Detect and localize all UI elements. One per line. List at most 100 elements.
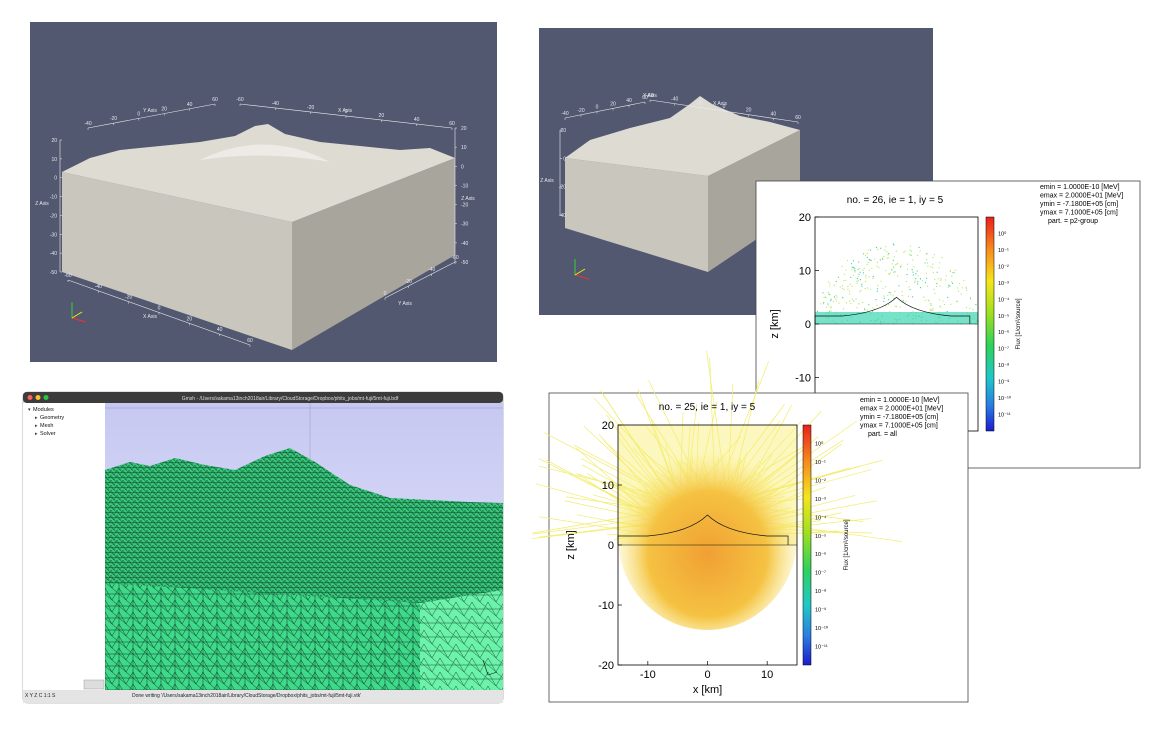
- axis-tick-label: 20: [51, 138, 57, 144]
- particle: [938, 262, 941, 264]
- particle: [848, 293, 851, 295]
- particle: [879, 259, 881, 261]
- particle: [951, 275, 953, 277]
- axis-tick-label: -20: [559, 185, 566, 191]
- axis-tick-label: -40: [50, 251, 57, 257]
- particle: [949, 269, 951, 271]
- particle: [829, 294, 831, 296]
- axis-tick-label: 60: [642, 95, 648, 101]
- axis-tick-label: 20: [187, 316, 193, 322]
- particle: [970, 298, 972, 300]
- particle: [830, 306, 832, 308]
- particle: [857, 268, 859, 270]
- particle: [852, 266, 855, 268]
- x-tick-label: 10: [761, 669, 773, 681]
- status-bar: [23, 690, 503, 703]
- y-axis-label: z [km]: [769, 309, 781, 338]
- particle: [945, 279, 947, 281]
- axis-tick-label: -20: [461, 203, 468, 209]
- particle: [942, 300, 944, 302]
- colorbar-tick-label: 10⁻⁴: [998, 296, 1010, 303]
- tree-arrow: ▸: [35, 415, 38, 421]
- particle: [936, 271, 938, 273]
- axis-tick-label: 40: [771, 111, 777, 117]
- colorbar-label: Flux [1/cm²/source]: [844, 519, 850, 570]
- particle: [863, 307, 866, 309]
- info-line: emax = 2.0000E+01 [MeV]: [1040, 193, 1123, 200]
- particle: [961, 287, 963, 289]
- axis-tick-label: 20: [746, 108, 752, 114]
- particle: [861, 285, 863, 287]
- particle: [901, 291, 903, 293]
- particle: [921, 280, 924, 282]
- particle: [880, 280, 882, 282]
- particle: [917, 283, 919, 285]
- triad-y: [574, 268, 586, 276]
- particle: [930, 304, 932, 307]
- particle: [853, 268, 855, 270]
- terrain-front: [62, 172, 292, 350]
- particle: [969, 297, 972, 299]
- colorbar-tick-label: 10⁻³: [815, 497, 826, 503]
- particle: [848, 290, 851, 292]
- x-tick-label: 0: [704, 669, 710, 681]
- particle: [917, 274, 919, 277]
- particle: [828, 281, 830, 283]
- axis-tick-label: -20: [577, 108, 584, 114]
- gear-button[interactable]: [83, 679, 105, 690]
- colorbar-label: Flux [1/cm²/source]: [1016, 298, 1022, 349]
- particle: [865, 280, 867, 283]
- particle: [847, 288, 849, 290]
- particle: [864, 309, 866, 311]
- particle: [865, 277, 867, 279]
- minimize-button[interactable]: [35, 395, 41, 400]
- particle: [934, 279, 936, 281]
- colorbar-tick-label: 10⁻⁹: [998, 379, 1009, 386]
- tree-item[interactable]: Geometry: [40, 415, 64, 421]
- particle: [867, 249, 870, 251]
- particle: [893, 256, 895, 258]
- particle: [877, 285, 879, 287]
- particle: [829, 307, 832, 309]
- zoom-button[interactable]: [43, 395, 49, 400]
- particle: [865, 274, 867, 277]
- particle: [948, 284, 950, 286]
- particle: [956, 287, 959, 289]
- tree-item[interactable]: Mesh: [40, 423, 53, 429]
- particle: [870, 288, 872, 291]
- particle: [868, 258, 870, 261]
- particle: [845, 279, 847, 281]
- particle: [876, 304, 878, 307]
- particle: [947, 296, 949, 299]
- particle: [878, 267, 880, 269]
- colorbar-tick-label: 10⁻²: [998, 264, 1009, 270]
- particle: [912, 271, 914, 273]
- tree-item[interactable]: Modules: [33, 407, 54, 413]
- particle: [949, 285, 951, 287]
- particle: [927, 299, 929, 301]
- particle: [828, 293, 830, 295]
- particle: [856, 278, 858, 280]
- particle: [841, 287, 844, 290]
- particle: [900, 265, 903, 267]
- axis-tick-label: 10: [461, 145, 467, 151]
- tree-item[interactable]: Solver: [40, 431, 56, 437]
- particle: [916, 254, 919, 257]
- particle: [883, 297, 885, 299]
- colorbar-tick-label: 10⁻¹: [998, 248, 1009, 254]
- close-button[interactable]: [27, 395, 33, 400]
- particle: [829, 283, 831, 285]
- title-bar: [23, 392, 503, 403]
- particle: [923, 296, 925, 298]
- particle: [876, 265, 878, 267]
- status-message: Done writing '/Users/sakama13inch2018air…: [132, 693, 361, 699]
- particle: [886, 257, 888, 259]
- colorbar-tick-label: 10⁰: [815, 440, 824, 447]
- particle: [835, 294, 837, 297]
- gmsh-window: Gmsh - /Users/sakama13inch2018air/Librar…: [22, 391, 504, 704]
- axis-tick-label: -20: [110, 116, 117, 122]
- status-buttons[interactable]: X Y Z C 1:1 S: [25, 693, 56, 699]
- y-tick-label: -10: [795, 373, 811, 385]
- axis-tick-label: 0: [158, 306, 161, 312]
- axis-tick-label: -60: [451, 255, 458, 261]
